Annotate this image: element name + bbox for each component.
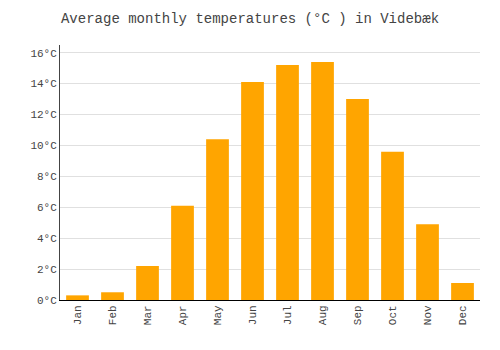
svg-text:Feb: Feb [107, 305, 119, 325]
svg-text:Jan: Jan [72, 305, 84, 325]
svg-text:2°C: 2°C [37, 264, 57, 276]
svg-text:Oct: Oct [387, 305, 399, 325]
svg-text:Sep: Sep [352, 305, 364, 325]
svg-text:Dec: Dec [457, 305, 469, 325]
svg-text:10°C: 10°C [30, 140, 57, 152]
svg-text:Nov: Nov [422, 305, 434, 325]
svg-text:May: May [212, 305, 224, 325]
svg-text:0°C: 0°C [37, 295, 57, 307]
svg-text:Average monthly temperatures (: Average monthly temperatures (°C ) in Vi… [61, 11, 439, 27]
svg-text:6°C: 6°C [37, 202, 57, 214]
svg-text:8°C: 8°C [37, 171, 57, 183]
svg-text:Mar: Mar [142, 305, 154, 325]
svg-text:4°C: 4°C [37, 233, 57, 245]
svg-text:12°C: 12°C [30, 109, 57, 121]
svg-text:14°C: 14°C [30, 78, 57, 90]
svg-text:Aug: Aug [317, 305, 329, 325]
svg-text:16°C: 16°C [30, 48, 57, 60]
svg-text:Jul: Jul [282, 305, 294, 325]
svg-text:Apr: Apr [177, 305, 189, 325]
svg-text:Jun: Jun [247, 305, 259, 325]
